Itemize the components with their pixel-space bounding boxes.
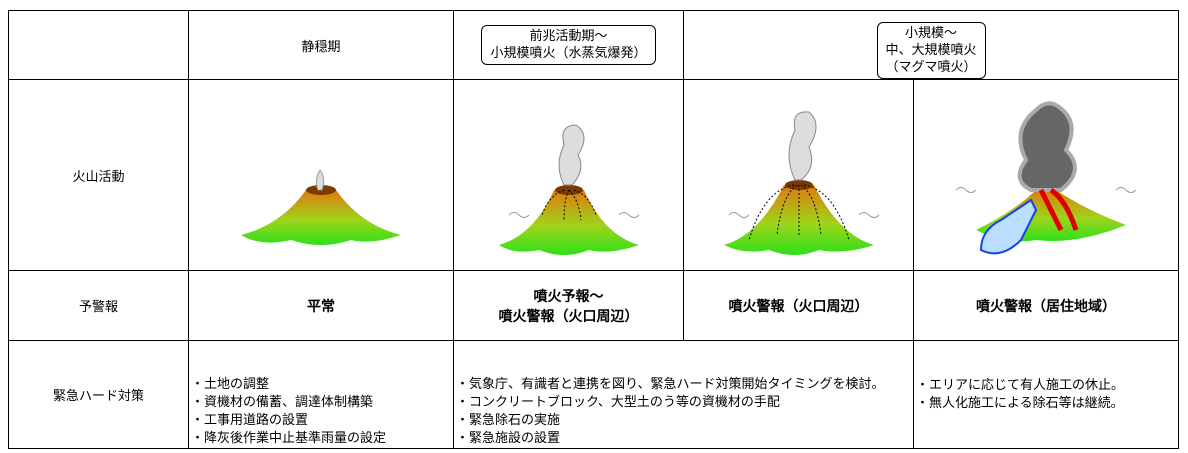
illustration xyxy=(188,79,454,271)
stage-text: 小規模噴火（水蒸気爆発） xyxy=(490,46,647,61)
measure-item: ・コンクリートブロック、大型土のう等の資機材の手配 xyxy=(456,395,780,410)
measure-item: ・土地の調整 xyxy=(191,377,270,392)
stage-box: 前兆活動期～ 小規模噴火（水蒸気爆発） xyxy=(481,25,656,65)
measure-item: ・資機材の備蓄、調達体制構築 xyxy=(191,395,374,410)
warning: 平常 xyxy=(188,270,454,341)
stage: 小規模～ 中、大規模噴火 （マグマ噴火） xyxy=(682,10,1180,80)
measures: ・土地の調整・資機材の備蓄、調達体制構築 ・工事用道路の設置・降灰後作業中止基準雨… xyxy=(188,340,454,449)
measure-item: ・緊急施設の設置 xyxy=(456,431,561,446)
volcano xyxy=(955,101,1137,255)
stage: 前兆活動期～ 小規模噴火（水蒸気爆発） xyxy=(453,10,684,80)
illustration xyxy=(453,79,684,271)
stage: 静穏期 xyxy=(188,10,454,80)
warning: 噴火警報（火口周辺） xyxy=(683,270,914,341)
measure-item: ・気象庁、有識者と連携を図り、緊急ハード対策開始タイミングを検討。 xyxy=(456,377,885,392)
warning: 噴火警報（居住地域） xyxy=(912,270,1180,341)
measure-item: ・工事用道路の設置 xyxy=(191,413,309,428)
warning: 噴火予報～ 噴火警報（火口周辺） xyxy=(453,270,684,341)
row-label: 火山活動 xyxy=(8,79,189,271)
warning-text: 噴火警報（火口周辺） xyxy=(498,308,639,325)
empty-cell xyxy=(8,10,189,80)
stage-text: 静穏期 xyxy=(301,39,341,55)
stage-box: 小規模～ 中、大規模噴火 （マグマ噴火） xyxy=(876,22,986,79)
measure-item: ・無人化施工による除石等は継続。 xyxy=(916,395,1124,411)
warning-text: 平常 xyxy=(307,298,335,315)
illustration xyxy=(912,79,1180,271)
warning-text: 噴火警報（居住地域） xyxy=(976,298,1116,315)
stage-text: 小規模～ xyxy=(905,26,958,41)
stage-text: 中、大規模噴火 xyxy=(885,43,977,58)
volcano xyxy=(241,169,401,245)
measure-item: ・緊急除石の実施 xyxy=(456,413,561,428)
illustration xyxy=(683,79,914,271)
row-label: 予警報 xyxy=(8,270,189,341)
table: 静穏期 前兆活動期～ 小規模噴火（水蒸気爆発） 小規模～ 中、大規模噴火 （マグマ噴火… xyxy=(8,10,1180,449)
stage-text: 前兆活動期～ xyxy=(529,29,608,44)
warning-text: 噴火予報～ xyxy=(533,288,604,305)
warning-text: 噴火警報（火口周辺） xyxy=(728,298,869,315)
measures: ・エリアに応じて有人施工の休止。 ・無人化施工による除石等は継続。 xyxy=(912,340,1180,449)
volcano xyxy=(723,111,879,255)
measures: ・気象庁、有識者と連携を図り、緊急ハード対策開始タイミングを検討。 ・コンクリート… xyxy=(453,340,914,449)
measure-item: ・エリアに応じて有人施工の休止。 xyxy=(916,377,1125,393)
stage-text: （マグマ噴火） xyxy=(885,60,977,75)
row-label: 緊急ハード対策 xyxy=(8,340,189,449)
volcano xyxy=(498,124,639,255)
measure-item: ・降灰後作業中止基準雨量の設定 xyxy=(191,431,387,446)
